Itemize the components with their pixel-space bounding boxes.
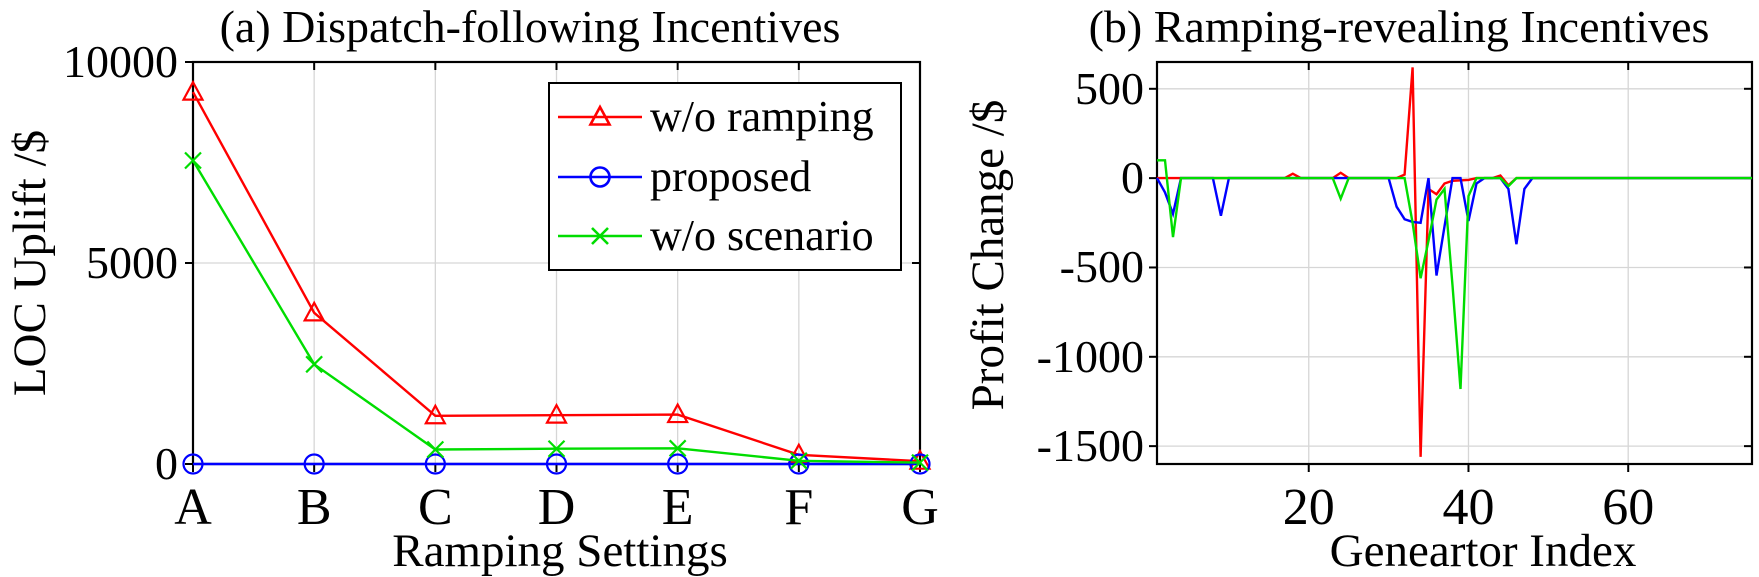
panel-a-x-tick-D: D [537,479,576,536]
panel-a-title: (a) Dispatch-following Incentives [219,1,841,52]
x-marker [305,355,323,374]
legend-sample-w-o-ramping [558,104,642,126]
panel-a-y-tick-0: 0 [155,438,178,489]
panel-b-y-tick--1500: -1500 [1036,420,1144,472]
triangle-marker [181,79,205,101]
triangle-marker [666,402,690,424]
triangle-marker [545,402,568,424]
series-proposed [1155,176,1752,276]
panel-b-title: (b) Ramping-revealing Incentives [1088,1,1710,52]
panel-b-y-tick--1000: -1000 [1036,330,1144,382]
x-marker [547,439,566,458]
circle-marker [788,453,810,475]
triangle-marker [787,442,811,464]
legend-marker-w-o-scenario [558,227,642,246]
panel-a-x-tick-F: F [784,479,814,536]
triangle-marker [302,300,326,322]
panel-b-x-tick-40: 40 [1442,479,1495,536]
triangle-marker [423,403,447,425]
circle-marker [545,453,568,475]
x-marker [790,452,808,470]
legend-item-w-o-ramping: w/o ramping [554,90,900,144]
series-line-w-o-scenario [1157,159,1752,390]
legend-label: proposed [650,151,812,201]
circle-marker [667,453,689,475]
panel-a-x-tick-G: G [901,479,939,536]
panel-b-x-tick-60: 60 [1602,479,1655,536]
series-proposed [182,453,931,475]
legend-item-w-o-scenario: w/o scenario [554,209,900,263]
x-marker [668,439,687,458]
panel-a-x-tick-B: B [296,479,332,536]
panel-a-y-tick-10000: 10000 [63,36,178,87]
panel-a-y-tick-5000: 5000 [86,237,178,288]
circle-marker [303,453,325,475]
legend: w/o ramping proposed w/o scenario [548,82,902,271]
x-marker [426,440,445,459]
gridlines [1157,62,1752,464]
panel-a-x-axis-label: Ramping Settings [392,525,728,577]
series-w-o-ramping [1157,67,1752,457]
legend-label: w/o ramping [650,91,874,141]
panel-a-x-tick-E: E [661,479,694,536]
circle-marker [182,453,204,475]
panel-b-y-tick-500: 500 [1075,62,1144,114]
panel-a-x-tick-A: A [174,479,212,536]
panel-b-x-tick-20: 20 [1282,479,1335,536]
x-marker [184,151,202,170]
legend-label: w/o scenario [650,211,874,261]
panel-a-x-tick-C: C [417,479,453,536]
legend-marker-w-o-ramping [558,104,642,126]
panel-b-y-tick-0: 0 [1121,152,1144,204]
series-line-proposed [1155,176,1752,276]
series-markers-proposed [182,453,931,475]
circle-marker [424,453,446,475]
axis-tick-marks [1149,62,1752,472]
legend-item-proposed: proposed [554,150,900,204]
axis-box [1155,60,1754,466]
legend-sample-proposed [558,165,642,188]
series-line-w-o-ramping [1157,67,1752,457]
series-w-o-scenario [1157,159,1752,390]
panel-b-y-tick--500: -500 [1059,241,1144,293]
legend-sample-w-o-scenario [558,227,642,246]
panel-b-x-axis-label: Geneartor Index [1329,525,1637,577]
legend-marker-proposed [558,165,642,188]
